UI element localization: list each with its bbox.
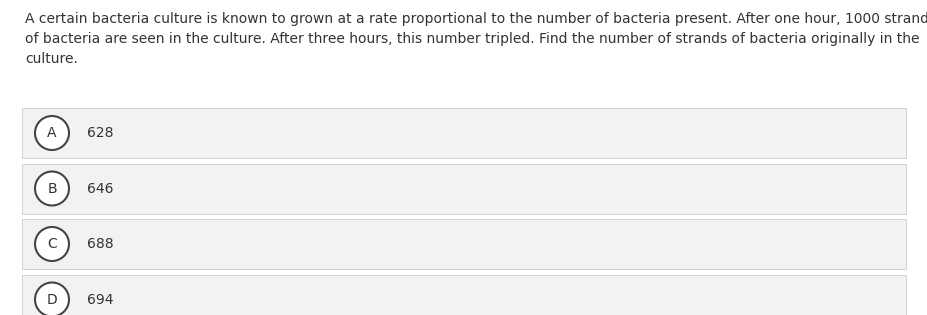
Ellipse shape bbox=[35, 227, 69, 261]
Ellipse shape bbox=[35, 171, 69, 205]
Text: 628: 628 bbox=[87, 126, 113, 140]
Text: B: B bbox=[47, 181, 57, 196]
Text: 694: 694 bbox=[87, 293, 113, 306]
Text: 646: 646 bbox=[87, 181, 113, 196]
FancyBboxPatch shape bbox=[22, 274, 905, 315]
Text: 688: 688 bbox=[87, 237, 113, 251]
Text: A: A bbox=[47, 126, 57, 140]
FancyBboxPatch shape bbox=[22, 108, 905, 158]
Text: C: C bbox=[47, 237, 57, 251]
Text: A certain bacteria culture is known to grown at a rate proportional to the numbe: A certain bacteria culture is known to g… bbox=[25, 12, 927, 66]
Text: D: D bbox=[46, 293, 57, 306]
Ellipse shape bbox=[35, 116, 69, 150]
FancyBboxPatch shape bbox=[22, 219, 905, 269]
FancyBboxPatch shape bbox=[22, 163, 905, 214]
Ellipse shape bbox=[35, 283, 69, 315]
